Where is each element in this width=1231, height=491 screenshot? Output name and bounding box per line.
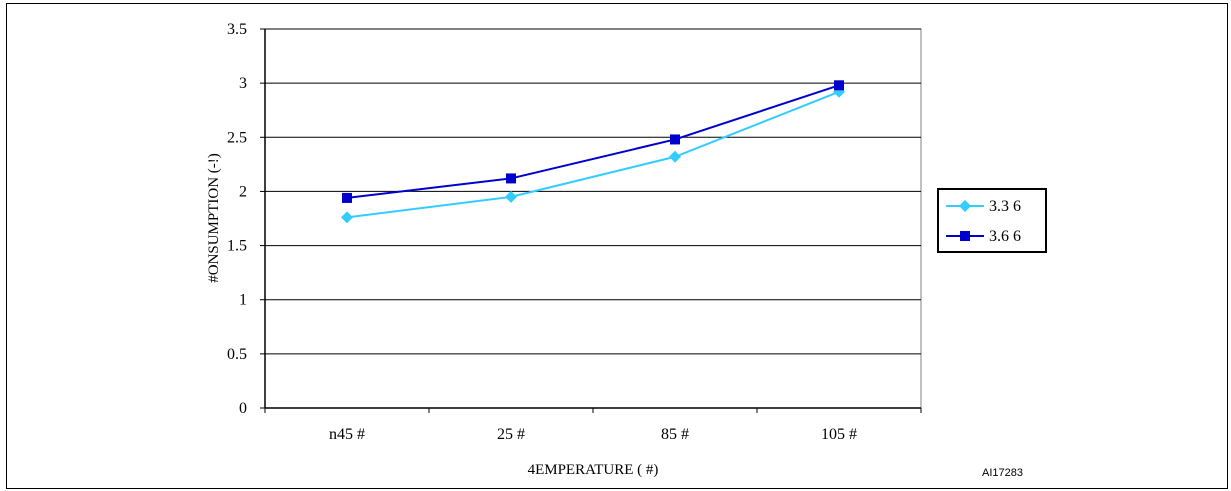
- y-tick-label: 3.5: [227, 21, 247, 38]
- x-axis-label: 4EMPERATURE ( #): [528, 462, 659, 478]
- data-point: [670, 134, 680, 145]
- series-group: [341, 80, 845, 224]
- y-tick-label: 2.5: [227, 129, 247, 146]
- data-point: [506, 173, 516, 184]
- series-line: [346, 84, 840, 199]
- legend-box: [937, 188, 1047, 253]
- legend-item: 3.3 6: [946, 198, 1021, 215]
- plot-area: [264, 28, 922, 409]
- figure-reference: AI17283: [982, 467, 1023, 479]
- x-tick-label: 25 #: [497, 426, 525, 443]
- legend: 3.3 6 3.6 6: [937, 188, 1047, 253]
- data-point: [505, 190, 517, 203]
- y-tick-label: 2: [239, 183, 247, 200]
- y-tick-label: 1: [239, 292, 247, 309]
- y-tick-labels: 0 0.5 1 1.5 2 2.5 3 3.5: [227, 21, 247, 417]
- series-line: [346, 90, 840, 219]
- legend-label: 3.3 6: [989, 198, 1021, 215]
- y-tick-label: 1.5: [227, 238, 247, 255]
- figure-frame: [6, 3, 1228, 489]
- x-tick-labels: n45 # 25 # 85 # 105 #: [329, 426, 857, 443]
- y-tick-label: 3: [239, 75, 247, 92]
- legend-marker: [960, 231, 970, 241]
- data-point: [669, 150, 681, 163]
- series-2: [342, 80, 844, 203]
- y-tick-label: 0: [239, 400, 247, 417]
- data-point: [834, 80, 844, 91]
- legend-item: 3.6 6: [946, 228, 1021, 245]
- y-tick-label: 0.5: [227, 346, 247, 363]
- data-point: [341, 211, 353, 224]
- data-point: [342, 192, 352, 203]
- axes: [260, 28, 922, 413]
- x-tick-label: n45 #: [329, 426, 365, 443]
- x-tick-label: 85 #: [661, 426, 689, 443]
- x-tick-label: 105 #: [821, 426, 857, 443]
- legend-label: 3.6 6: [989, 228, 1021, 245]
- legend-marker: [959, 200, 971, 212]
- gridlines: [265, 28, 921, 355]
- y-axis-label: #ONSUMPTION (-!): [206, 153, 222, 283]
